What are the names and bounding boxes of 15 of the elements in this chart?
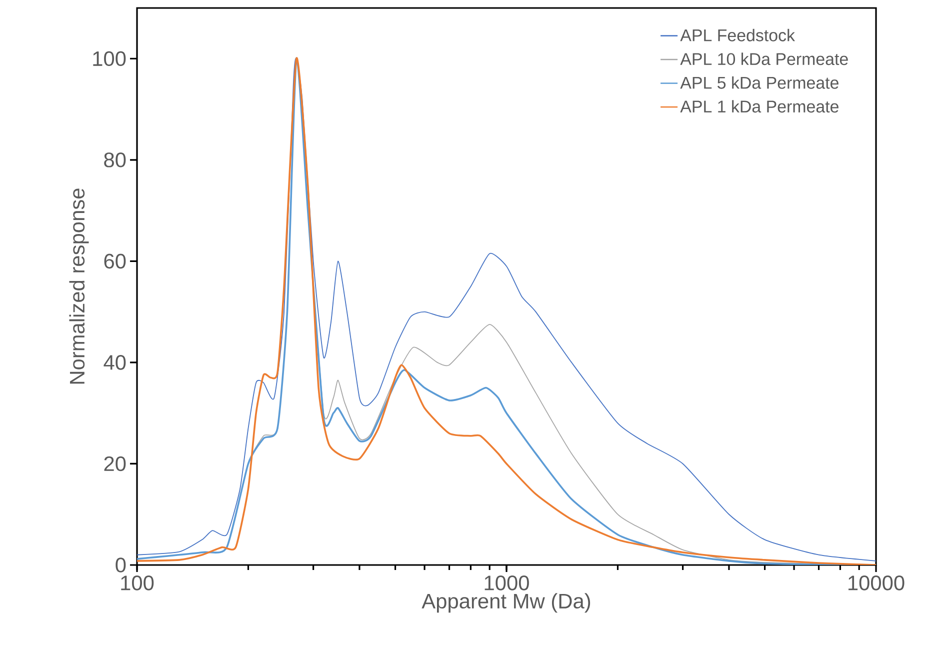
y-axis-title: Normalized response [69,188,89,384]
y-tick-label: 80 [104,152,126,168]
legend-label: APL Feedstock [680,28,796,42]
y-tick-label: 60 [104,254,126,269]
x-tick-label: 10000 [848,576,904,590]
y-tick-label: 100 [93,51,126,66]
x-axis-title: Apparent Mw (Da) [422,593,590,613]
y-tick-label: 20 [104,456,126,472]
x-tick-label: 100 [121,576,154,590]
legend-label: APL 1 kDa Permeate [680,100,838,113]
legend-label: APL 5 kDa Permeate [680,76,838,89]
legend-label: APL 10 kDa Permeate [680,52,848,66]
y-tick-label: 0 [116,558,126,572]
x-tick-label: 1000 [484,576,529,590]
y-tick-label: 40 [104,355,126,370]
